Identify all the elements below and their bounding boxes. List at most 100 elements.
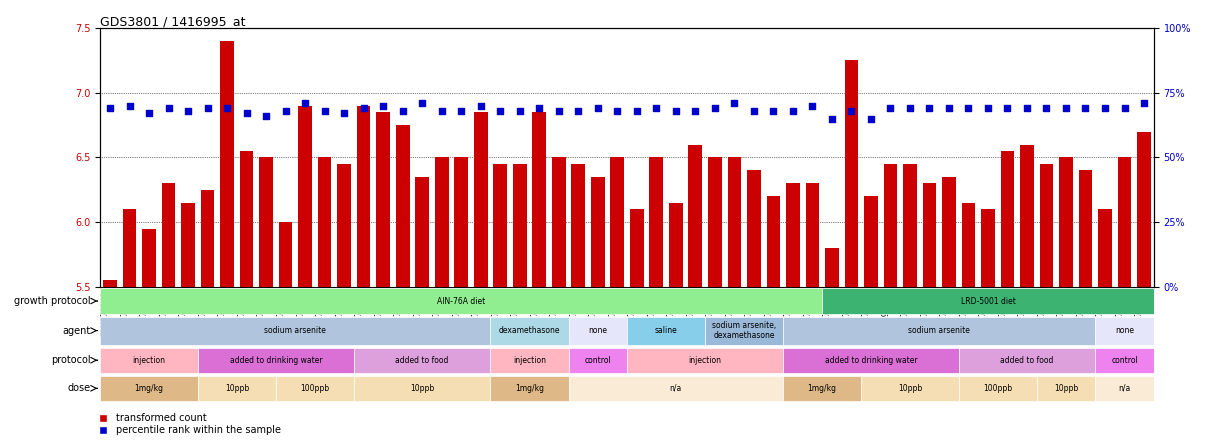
FancyBboxPatch shape [276, 376, 353, 401]
Text: LRD-5001 diet: LRD-5001 diet [960, 297, 1015, 305]
Bar [727, 158, 742, 444]
FancyBboxPatch shape [100, 376, 198, 401]
Bar [689, 145, 702, 444]
Bar [669, 203, 683, 444]
Bar [1078, 170, 1093, 444]
Point [198, 105, 217, 112]
Point [119, 102, 139, 109]
Text: growth protocol: growth protocol [14, 296, 90, 306]
Text: 1mg/kg: 1mg/kg [515, 384, 544, 393]
Bar [415, 177, 429, 444]
Point [763, 107, 783, 115]
FancyBboxPatch shape [568, 317, 627, 345]
Bar [162, 183, 175, 444]
Point [472, 102, 491, 109]
Text: injection: injection [133, 356, 165, 365]
Bar [298, 106, 312, 444]
Text: saline: saline [655, 326, 678, 335]
Bar [396, 125, 410, 444]
FancyBboxPatch shape [198, 348, 353, 373]
Bar [982, 209, 995, 444]
Point [920, 105, 939, 112]
Bar [650, 158, 663, 444]
Text: agent: agent [63, 325, 90, 336]
Point [686, 107, 706, 115]
Point [1076, 105, 1095, 112]
FancyBboxPatch shape [568, 376, 783, 401]
Text: AIN-76A diet: AIN-76A diet [437, 297, 485, 305]
Bar [123, 209, 136, 444]
Point [783, 107, 802, 115]
Point [510, 107, 529, 115]
Bar [630, 209, 644, 444]
FancyBboxPatch shape [706, 317, 783, 345]
Bar [455, 158, 468, 444]
FancyBboxPatch shape [959, 376, 1037, 401]
Bar [1040, 164, 1053, 444]
Text: added to food: added to food [1000, 356, 1054, 365]
FancyBboxPatch shape [491, 317, 568, 345]
Point [608, 107, 627, 115]
Bar [181, 203, 195, 444]
Point [1135, 99, 1154, 107]
Point [257, 112, 276, 119]
FancyBboxPatch shape [627, 317, 706, 345]
Text: n/a: n/a [669, 384, 681, 393]
FancyBboxPatch shape [1037, 376, 1095, 401]
FancyBboxPatch shape [1095, 348, 1154, 373]
FancyBboxPatch shape [353, 348, 491, 373]
Bar [572, 164, 585, 444]
Bar [767, 196, 780, 444]
Point [1037, 105, 1056, 112]
Point [491, 107, 510, 115]
Point [1056, 105, 1076, 112]
FancyBboxPatch shape [353, 376, 491, 401]
Text: 1mg/kg: 1mg/kg [808, 384, 837, 393]
Text: 1mg/kg: 1mg/kg [135, 384, 164, 393]
Bar [259, 158, 273, 444]
FancyBboxPatch shape [100, 317, 491, 345]
FancyBboxPatch shape [198, 376, 276, 401]
Point [549, 107, 568, 115]
FancyBboxPatch shape [100, 348, 198, 373]
Text: 10ppb: 10ppb [410, 384, 434, 393]
Text: added to drinking water: added to drinking water [825, 356, 918, 365]
FancyBboxPatch shape [783, 348, 959, 373]
Point [355, 105, 374, 112]
Bar [610, 158, 624, 444]
Bar [884, 164, 897, 444]
Point [997, 105, 1017, 112]
Bar [806, 183, 819, 444]
Point [393, 107, 412, 115]
Point [666, 107, 685, 115]
Point [295, 99, 315, 107]
Bar [493, 164, 507, 444]
FancyBboxPatch shape [568, 348, 627, 373]
Bar [532, 112, 546, 444]
Bar [786, 183, 800, 444]
Bar [279, 222, 292, 444]
Point [627, 107, 646, 115]
Point [978, 105, 997, 112]
Point [725, 99, 744, 107]
FancyBboxPatch shape [959, 348, 1095, 373]
Text: 10ppb: 10ppb [224, 384, 248, 393]
Bar [1099, 209, 1112, 444]
Bar [747, 170, 761, 444]
Bar [844, 60, 859, 444]
Point [744, 107, 763, 115]
Point [568, 107, 587, 115]
Text: n/a: n/a [1118, 384, 1131, 393]
Point [646, 105, 666, 112]
Point [276, 107, 295, 115]
FancyBboxPatch shape [1095, 317, 1154, 345]
Point [706, 105, 725, 112]
Point [1095, 105, 1114, 112]
FancyBboxPatch shape [627, 348, 783, 373]
Bar [961, 203, 976, 444]
Text: 10ppb: 10ppb [897, 384, 923, 393]
Text: added to drinking water: added to drinking water [229, 356, 322, 365]
Bar [1020, 145, 1034, 444]
Text: sodium arsenite: sodium arsenite [264, 326, 327, 335]
Point [861, 115, 880, 122]
